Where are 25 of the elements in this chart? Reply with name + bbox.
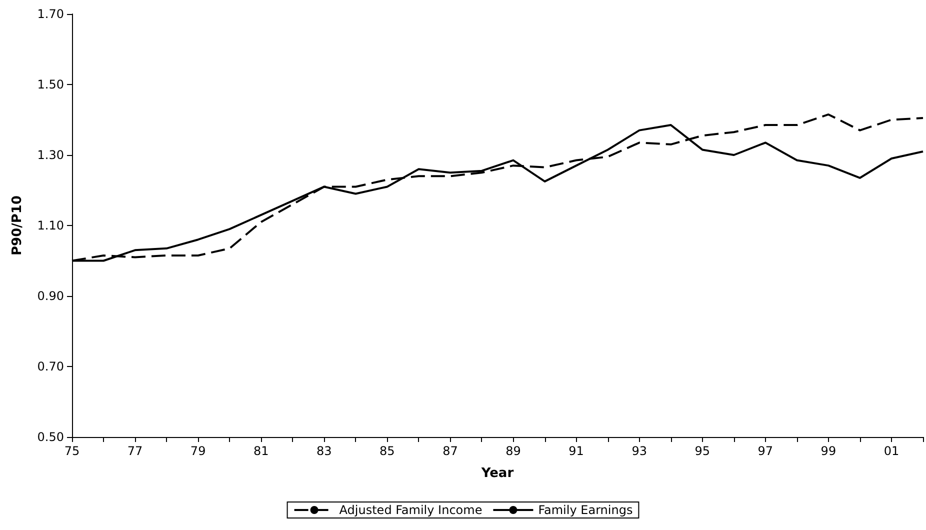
y-tick-label: 1.30: [37, 148, 64, 162]
x-tick-label: 87: [442, 444, 458, 458]
y-tick-label: 0.50: [37, 430, 64, 444]
y-tick-label: 1.70: [37, 7, 64, 21]
y-tick-label: 0.90: [37, 289, 64, 303]
x-tick-label: 83: [316, 444, 332, 458]
x-tick-label: 75: [64, 444, 80, 458]
y-tick-label: 1.10: [37, 218, 64, 232]
x-tick-label: 79: [190, 444, 206, 458]
legend-label: Adjusted Family Income: [339, 503, 482, 517]
x-axis-title: Year: [480, 466, 514, 481]
x-tick-label: 85: [380, 444, 395, 458]
x-tick-label: 97: [758, 444, 774, 458]
y-axis-title: P90/P10: [10, 196, 25, 256]
y-tick-label: 0.70: [37, 360, 64, 374]
x-tick-label: 77: [127, 444, 143, 458]
x-tick-label: 01: [884, 444, 900, 458]
x-tick-label: 93: [632, 444, 647, 458]
legend-label: Family Earnings: [538, 503, 633, 517]
x-tick-label: 81: [253, 444, 269, 458]
x-tick-label: 95: [694, 444, 710, 458]
y-tick-label: 1.50: [37, 78, 64, 92]
x-tick-label: 89: [506, 444, 521, 458]
x-tick-label: 91: [568, 444, 584, 458]
x-tick-label: 99: [820, 444, 836, 458]
